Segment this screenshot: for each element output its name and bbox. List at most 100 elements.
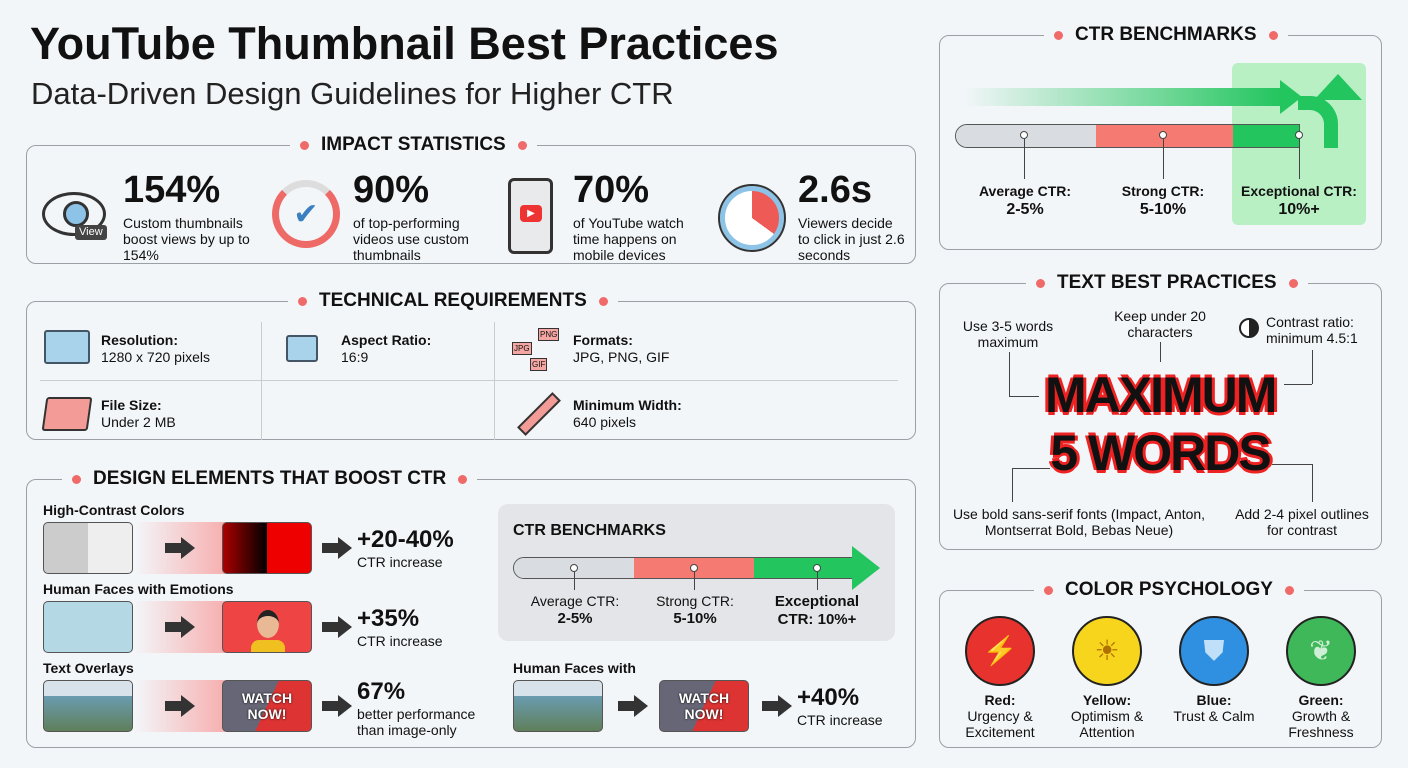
file-formats-icon: JPG PNG GIF xyxy=(512,328,560,371)
impact-header: IMPACT STATISTICS xyxy=(290,134,537,156)
arrow-icon xyxy=(165,695,195,717)
benchmark-value: 2-5% xyxy=(1006,201,1044,218)
stopwatch-icon xyxy=(718,184,786,252)
smartphone-icon: ▶ xyxy=(508,178,553,254)
tip-outlines: Add 2-4 pixel outlines for contrast xyxy=(1235,506,1369,538)
design-row-value: 67% xyxy=(357,678,406,705)
design-header: DESIGN ELEMENTS THAT BOOST CTR xyxy=(62,468,478,490)
color-meaning: Trust & Calm xyxy=(1173,708,1255,724)
extra-value: +40% xyxy=(797,684,860,711)
lightning-icon: ⚡ xyxy=(965,616,1035,686)
stat-value: 70% xyxy=(573,169,650,211)
benchmark-label: Average CTR: xyxy=(530,593,620,609)
stat-value: 90% xyxy=(353,169,430,211)
technical-header: TECHNICAL REQUIREMENTS xyxy=(288,290,618,312)
stat-value: 2.6s xyxy=(798,169,872,211)
benchmark-label: Average CTR: xyxy=(978,183,1072,199)
checkmark-circle-icon: ✔ xyxy=(272,180,340,248)
before-thumbnail xyxy=(43,601,133,653)
emotional-face-thumbnail xyxy=(222,601,312,653)
view-badge: View xyxy=(75,225,107,240)
arrow-icon xyxy=(165,616,195,638)
before-thumbnail xyxy=(43,522,133,574)
tip-word-count: Use 3-5 words maximum xyxy=(962,318,1054,350)
design-row-label: Text Overlays xyxy=(43,660,134,676)
benchmark-value: 5-10% xyxy=(673,610,717,627)
page-title: YouTube Thumbnail Best Practices xyxy=(30,18,779,69)
ctr-benchmark-bar xyxy=(955,124,1300,148)
design-row-label: High-Contrast Colors xyxy=(43,502,185,518)
stat-value: 154% xyxy=(123,169,221,211)
eye-icon: View xyxy=(42,192,107,240)
aspect-ratio-label: Aspect Ratio: xyxy=(341,332,432,348)
landscape-thumbnail xyxy=(43,680,133,732)
color-psychology-header: COLOR PSYCHOLOGY xyxy=(1034,579,1304,601)
folder-icon xyxy=(41,397,93,431)
sample-text-maximum: MAXIMUM xyxy=(1045,367,1277,423)
benchmark-label: Exceptional xyxy=(774,593,860,610)
benchmark-label: Strong CTR: xyxy=(1121,183,1205,199)
arrow-icon xyxy=(322,616,352,638)
extra-note: CTR increase xyxy=(797,712,883,728)
extra-label: Human Faces with xyxy=(513,660,636,676)
design-row-note: CTR increase xyxy=(357,633,443,649)
benchmark-value: CTR: 10%+ xyxy=(777,611,857,628)
file-size-label: File Size: xyxy=(101,397,162,413)
contrast-icon xyxy=(1239,318,1259,338)
arrow-icon xyxy=(762,695,792,717)
sun-icon: ☀ xyxy=(1072,616,1142,686)
color-name: Blue: xyxy=(1196,692,1232,708)
leaf-icon: ❦ xyxy=(1286,616,1356,686)
ctr-benchmarks-header: CTR BENCHMARKS xyxy=(1044,24,1288,46)
sample-text-5-words: 5 WORDS xyxy=(1050,425,1271,481)
arrow-icon xyxy=(618,695,648,717)
page-subtitle: Data-Driven Design Guidelines for Higher… xyxy=(31,76,674,111)
shield-icon: ⛊ xyxy=(1179,616,1249,686)
resolution-label: Resolution: xyxy=(101,332,178,348)
arrow-icon xyxy=(322,537,352,559)
arrow-icon xyxy=(165,537,195,559)
color-meaning: Optimism & Attention xyxy=(1070,708,1144,740)
color-name: Green: xyxy=(1298,692,1344,708)
screen-icon xyxy=(44,330,90,364)
after-thumbnail xyxy=(222,522,312,574)
color-name: Red: xyxy=(984,692,1016,708)
stat-text: Custom thumbnails boost views by up to 1… xyxy=(123,215,250,263)
text-overlay-thumbnail: WATCH NOW! xyxy=(222,680,312,732)
benchmark-value: 10%+ xyxy=(1278,201,1320,218)
benchmark-segment-exceptional xyxy=(1233,125,1299,147)
stat-text: of YouTube watch time happens on mobile … xyxy=(573,215,684,263)
tip-character-count: Keep under 20 characters xyxy=(1114,308,1206,340)
file-size-value: Under 2 MB xyxy=(101,414,176,430)
inner-benchmarks-title: CTR BENCHMARKS xyxy=(513,522,666,539)
stat-text: Viewers decide to click in just 2.6 seco… xyxy=(798,215,905,263)
arrow-icon xyxy=(322,695,352,717)
growth-arrow-icon xyxy=(962,88,1282,106)
min-width-label: Minimum Width: xyxy=(573,397,682,413)
design-row-note: better performance than image-only xyxy=(357,706,476,738)
color-meaning: Growth & Freshness xyxy=(1288,708,1354,740)
min-width-value: 640 pixels xyxy=(573,414,637,430)
tip-contrast-ratio: Contrast ratio: minimum 4.5:1 xyxy=(1266,314,1358,346)
aspect-ratio-icon xyxy=(286,335,318,362)
sample-text: MAXIMUM 5 WORDS xyxy=(1045,366,1277,482)
landscape-thumbnail xyxy=(513,680,603,732)
inner-benchmark-bar xyxy=(513,546,880,590)
text-overlay-thumbnail: WATCH NOW! xyxy=(659,680,749,732)
design-row-value: +35% xyxy=(357,605,420,632)
aspect-ratio-value: 16:9 xyxy=(341,349,369,365)
design-row-label: Human Faces with Emotions xyxy=(43,581,234,597)
benchmark-value: 2-5% xyxy=(557,610,593,627)
benchmark-label: Strong CTR: xyxy=(656,593,734,609)
resolution-value: 1280 x 720 pixels xyxy=(101,349,210,365)
color-name: Yellow: xyxy=(1082,692,1132,708)
color-meaning: Urgency & Excitement xyxy=(965,708,1035,740)
benchmark-value: 5-10% xyxy=(1139,201,1187,218)
design-row-note: CTR increase xyxy=(357,554,443,570)
stat-text: of top-performing videos use custom thum… xyxy=(353,215,469,263)
formats-value: JPG, PNG, GIF xyxy=(573,349,670,365)
formats-label: Formats: xyxy=(573,332,633,348)
benchmark-label: Exceptional CTR: xyxy=(1241,183,1357,199)
design-row-value: +20-40% xyxy=(357,526,454,553)
text-practices-header: TEXT BEST PRACTICES xyxy=(1026,272,1308,294)
